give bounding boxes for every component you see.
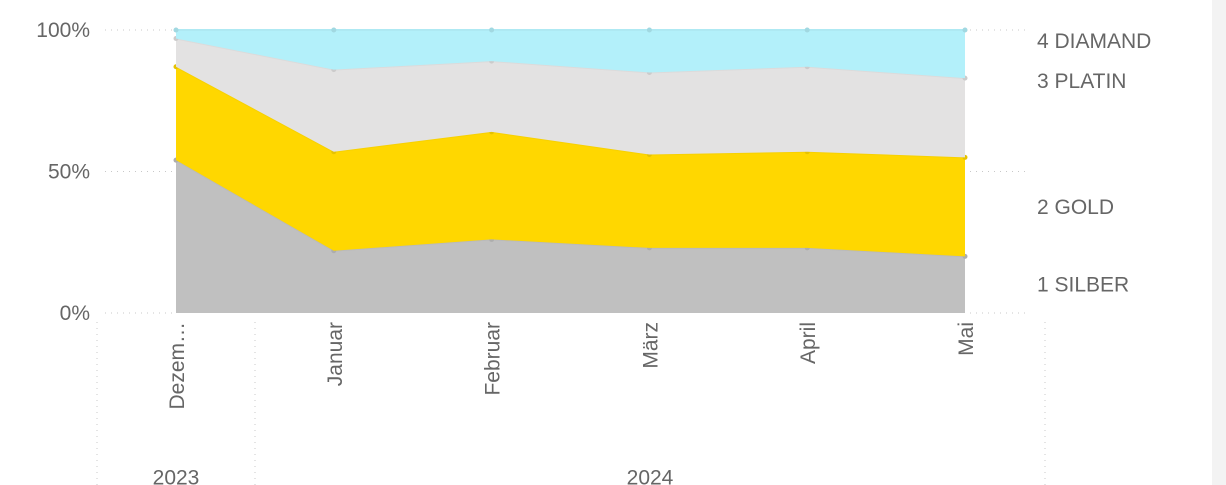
point [962,27,968,33]
x-tick-label: April [797,322,820,364]
point [489,27,495,33]
x-tick-label: Mai [955,322,978,356]
x-tick-label: Dezem… [166,322,189,410]
legend-label: 1 SILBER [1037,274,1129,297]
point [173,27,179,33]
year-label: 2024 [627,466,674,485]
area [176,66,965,257]
scrollbar-track [1212,0,1226,485]
legend-label: 2 GOLD [1037,196,1114,219]
year-label: 2023 [153,466,200,485]
x-tick-label: Februar [482,322,505,396]
legend-label: 3 PLATIN [1037,70,1126,93]
y-tick-label: 50% [48,161,90,184]
x-tick-label: März [639,322,662,369]
point [331,27,337,33]
y-tick-label: 0% [60,302,90,325]
area [176,30,965,79]
x-tick-label: Januar [324,322,347,386]
point [646,27,652,33]
area [176,160,965,313]
legend-label: 4 DIAMAND [1037,30,1151,53]
y-tick-label: 100% [36,19,90,42]
point [804,27,810,33]
